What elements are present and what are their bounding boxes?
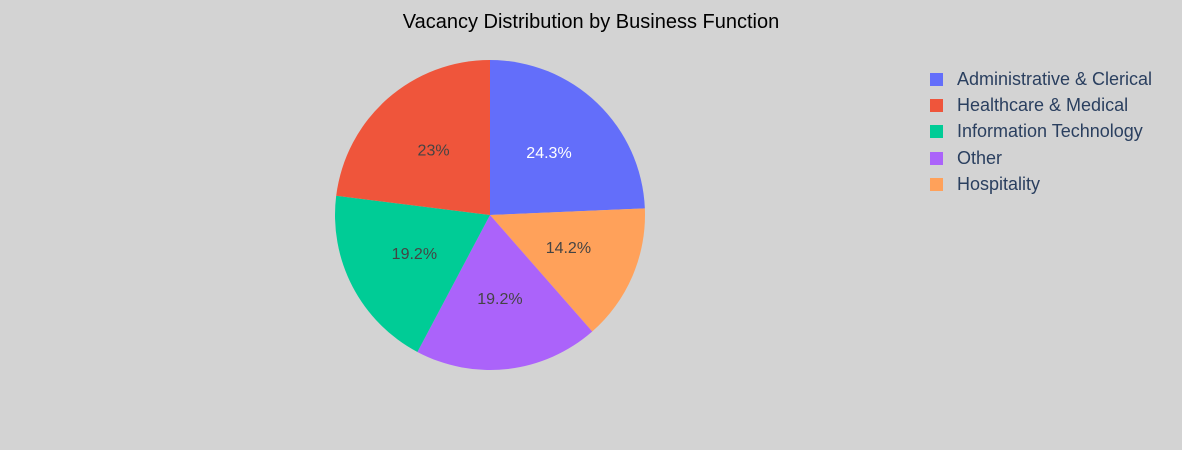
legend-item-other[interactable]: Other xyxy=(930,145,1152,171)
pie-slice-healthcare-and-medical[interactable] xyxy=(336,60,490,215)
legend-item-administrative-and-clerical[interactable]: Administrative & Clerical xyxy=(930,66,1152,92)
legend-item-healthcare-and-medical[interactable]: Healthcare & Medical xyxy=(930,92,1152,118)
pie-slice-other[interactable] xyxy=(417,215,593,370)
legend-swatch xyxy=(930,125,943,139)
legend-label: Other xyxy=(957,147,1003,168)
legend-item-information-technology[interactable]: Information Technology xyxy=(930,119,1152,145)
slice-label-administrative-and-clerical: 24.3% xyxy=(526,145,571,162)
legend-swatch xyxy=(930,72,943,86)
chart-legend: Administrative & Clerical Healthcare & Me… xyxy=(930,66,1152,198)
pie-slice-hospitality[interactable] xyxy=(490,208,645,332)
pie-slice-information-technology[interactable] xyxy=(335,195,490,352)
legend-label: Healthcare & Medical xyxy=(957,95,1129,116)
legend-label: Administrative & Clerical xyxy=(957,68,1153,89)
chart-title: Vacancy Distribution by Business Functio… xyxy=(402,11,780,33)
slice-label-healthcare-and-medical: 23% xyxy=(418,143,450,160)
legend-item-hospitality[interactable]: Hospitality xyxy=(930,172,1152,198)
slice-label-other: 19.2% xyxy=(477,291,522,308)
slice-label-hospitality: 14.2% xyxy=(546,240,591,257)
legend-label: Information Technology xyxy=(957,121,1143,142)
pie-slice-administrative-and-clerical[interactable] xyxy=(490,60,645,215)
legend-swatch xyxy=(930,178,943,192)
slice-label-information-technology: 19.2% xyxy=(392,246,437,263)
legend-swatch xyxy=(930,99,943,113)
legend-swatch xyxy=(930,151,943,165)
legend-label: Hospitality xyxy=(957,174,1041,195)
